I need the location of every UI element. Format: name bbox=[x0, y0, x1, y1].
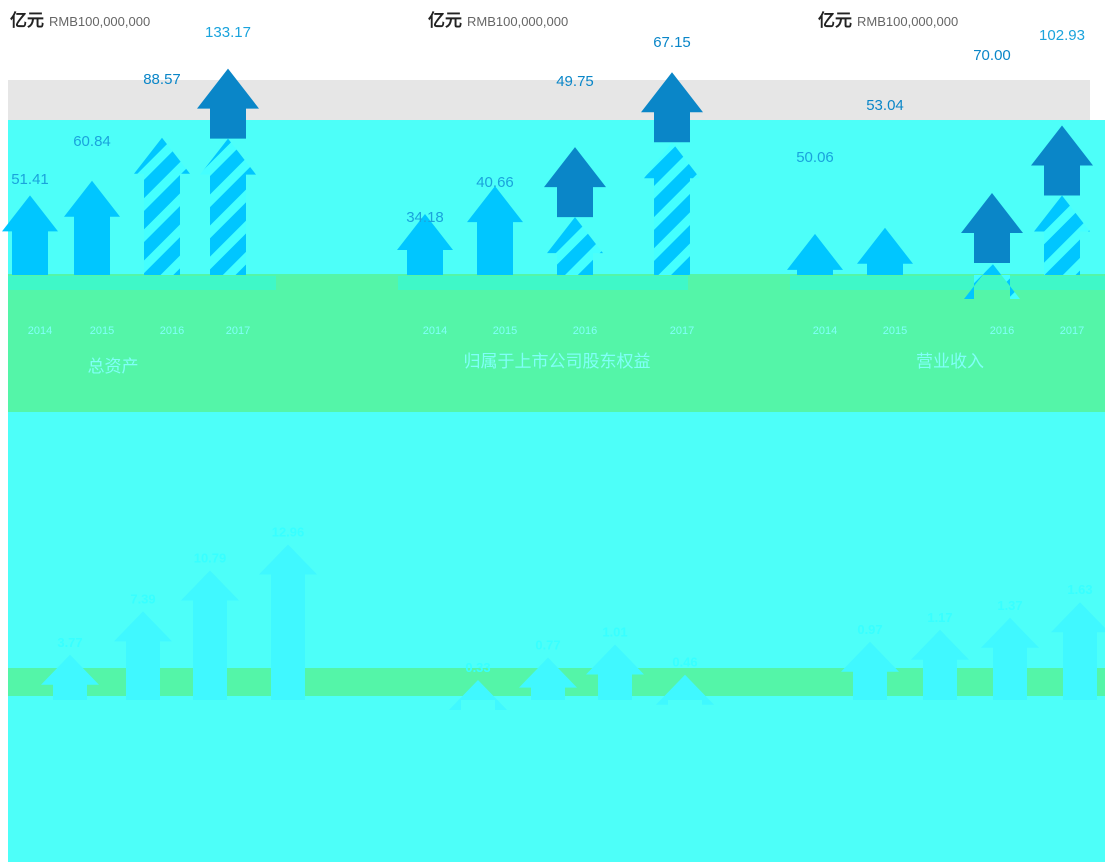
chart-title-total-assets: 总资产 bbox=[88, 357, 139, 376]
data-label: 70.00 bbox=[973, 47, 1011, 64]
bar bbox=[656, 674, 714, 705]
bar bbox=[1051, 602, 1105, 700]
data-label: 102.93 bbox=[1039, 27, 1085, 44]
lower-chart-1: 0.33 0.77 1.01 0.46 bbox=[449, 624, 714, 710]
unit-label-en: RMB100,000,000 bbox=[857, 14, 958, 29]
lower-chart-0: 3.77 7.39 10.79 12.96 bbox=[41, 524, 317, 700]
unit-header-total-assets: 亿元 RMB100,000,000 bbox=[10, 10, 150, 30]
data-label: 10.79 bbox=[194, 551, 227, 566]
bar bbox=[981, 617, 1039, 700]
bar bbox=[64, 180, 120, 275]
unit-label: 亿元 bbox=[10, 10, 44, 30]
unit-header-revenue: 亿元 RMB100,000,000 bbox=[818, 10, 958, 30]
data-label: 7.39 bbox=[130, 591, 155, 606]
chart-title-revenue: 营业收入 bbox=[916, 352, 984, 371]
data-label: 0.97 bbox=[857, 622, 882, 637]
bar bbox=[519, 657, 577, 700]
bar bbox=[547, 217, 603, 275]
data-label: 1.63 bbox=[1067, 582, 1092, 597]
data-label: 1.01 bbox=[602, 624, 627, 639]
tick-label: 2016 bbox=[573, 325, 597, 337]
bar bbox=[841, 641, 899, 700]
data-label: 67.15 bbox=[653, 34, 691, 51]
bar bbox=[911, 629, 969, 700]
bar-head bbox=[961, 193, 1023, 263]
data-label: 1.17 bbox=[927, 610, 952, 625]
bar-head bbox=[197, 68, 259, 139]
bar bbox=[964, 263, 1020, 299]
bar bbox=[181, 570, 239, 700]
data-label: 60.84 bbox=[73, 133, 111, 150]
bar bbox=[586, 644, 644, 700]
grey-band bbox=[8, 80, 1090, 125]
bar bbox=[857, 227, 913, 275]
data-label: 40.66 bbox=[476, 174, 514, 191]
bar bbox=[467, 186, 523, 275]
bar bbox=[644, 142, 700, 275]
tick-label: 2015 bbox=[883, 325, 907, 337]
unit-header-equity: 亿元 RMB100,000,000 bbox=[428, 10, 568, 30]
baseline-revenue bbox=[790, 276, 1105, 290]
tick-label: 2016 bbox=[160, 325, 184, 337]
tick-label: 2014 bbox=[813, 325, 837, 337]
bar bbox=[787, 233, 843, 275]
unit-label-en: RMB100,000,000 bbox=[49, 14, 150, 29]
tick-label: 2014 bbox=[28, 325, 52, 337]
bar bbox=[259, 544, 317, 700]
lower-chart-2: 0.97 1.17 1.37 1.63 bbox=[841, 582, 1105, 700]
bar bbox=[2, 195, 58, 275]
tick-label: 2014 bbox=[423, 325, 447, 337]
bar bbox=[1034, 195, 1090, 275]
bar bbox=[200, 138, 256, 275]
tick-label: 2015 bbox=[493, 325, 517, 337]
unit-label-en: RMB100,000,000 bbox=[467, 14, 568, 29]
tick-label: 2017 bbox=[226, 325, 250, 337]
data-label: 133.17 bbox=[205, 24, 251, 41]
bar-head bbox=[641, 72, 703, 143]
baseline-equity bbox=[398, 276, 688, 290]
bar bbox=[41, 654, 99, 700]
baseline-total-assets bbox=[8, 276, 276, 290]
bar bbox=[114, 611, 172, 700]
bar bbox=[397, 214, 453, 275]
unit-label: 亿元 bbox=[428, 10, 462, 30]
data-label: 88.57 bbox=[143, 71, 181, 88]
mint-band-upper bbox=[8, 274, 1105, 414]
tick-label: 2016 bbox=[990, 325, 1014, 337]
tick-label: 2017 bbox=[1060, 325, 1084, 337]
bar bbox=[449, 680, 507, 710]
data-label: 50.06 bbox=[796, 149, 834, 166]
chart-marks: 51.41201460.84201588.572016133.17201734.… bbox=[2, 24, 1105, 710]
bar bbox=[134, 137, 190, 275]
cyan-panel-lower bbox=[8, 412, 1105, 862]
data-label: 49.75 bbox=[556, 73, 594, 90]
bar-head bbox=[544, 147, 606, 218]
tick-label: 2017 bbox=[670, 325, 694, 337]
data-label: 0.77 bbox=[535, 638, 560, 653]
data-label: 1.37 bbox=[997, 598, 1022, 613]
chart-group-2: 50.06 2014 53.04 2015 70.00 2016 102.93 2017 bbox=[787, 27, 1093, 337]
chart-group-0: 51.41 2014 60.84 2015 88.57 2016 133.17 2017 bbox=[2, 24, 259, 337]
bar-head bbox=[1031, 125, 1093, 196]
data-label: 0.46 bbox=[672, 655, 697, 670]
data-label: 0.33 bbox=[465, 660, 490, 675]
chart-group-1: 34.18 2014 40.66 2015 49.75 2016 67.15 2017 bbox=[397, 34, 703, 337]
chart-title-equity: 归属于上市公司股东权益 bbox=[464, 352, 651, 371]
tick-label: 2015 bbox=[90, 325, 114, 337]
data-label: 3.77 bbox=[57, 635, 82, 650]
data-label: 53.04 bbox=[866, 97, 904, 114]
unit-label: 亿元 bbox=[818, 10, 852, 30]
data-label: 51.41 bbox=[11, 171, 49, 188]
data-label: 34.18 bbox=[406, 209, 444, 226]
data-label: 12.96 bbox=[272, 524, 305, 539]
